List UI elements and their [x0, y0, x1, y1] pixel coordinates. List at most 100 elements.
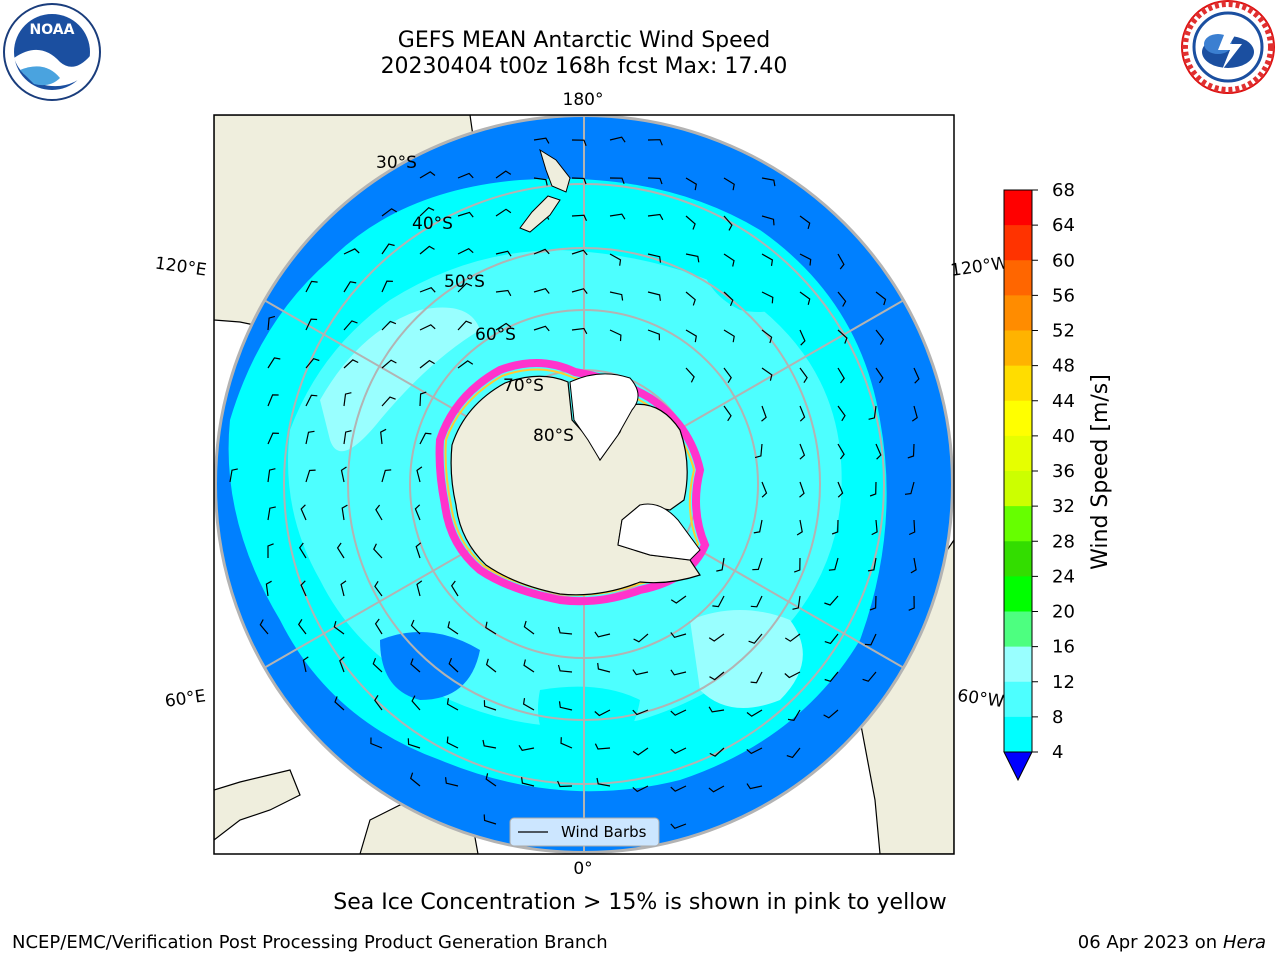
colorbar-segment [1004, 365, 1032, 402]
wind-barb [381, 208, 398, 217]
wind-barb [799, 329, 806, 346]
wind-barb [685, 329, 697, 343]
sea-ice-inner [444, 368, 700, 596]
wind-barb [716, 557, 725, 572]
wind-barb [632, 709, 649, 716]
wind-barb [609, 177, 625, 185]
wind-barb [723, 405, 732, 422]
wind-barb [446, 698, 459, 711]
wind-barb [448, 657, 459, 673]
wind-barb [334, 696, 345, 711]
wind-barb [297, 618, 307, 635]
lat-label-80s: 80°S [533, 426, 574, 446]
wind-barb [457, 172, 474, 179]
wind-barb [761, 177, 776, 187]
colorbar-tick-label: 12 [1052, 672, 1075, 693]
plot-title: GEFS MEAN Antarctic Wind Speed [397, 28, 771, 53]
colorbar-tick-label: 36 [1052, 461, 1075, 482]
wind-barb [723, 177, 735, 191]
wind-barb [597, 662, 611, 673]
wind-barb [410, 619, 421, 635]
wind-barb [784, 671, 801, 679]
wind-barb [670, 785, 687, 792]
lat-label-70s: 70°S [503, 376, 544, 396]
wind-barb [419, 286, 436, 293]
wind-barb [761, 481, 768, 498]
footer-credit: NCEP/EMC/Verification Post Processing Pr… [12, 932, 608, 953]
wind-barb [571, 214, 588, 222]
colorbar-extend [1003, 751, 1033, 782]
wind-barb [343, 359, 359, 369]
colorbar-tick-label: 60 [1052, 250, 1075, 271]
wind-barb [685, 215, 696, 230]
wind-barb [447, 621, 459, 635]
wind-barb [837, 367, 845, 384]
wind-barb [913, 367, 920, 384]
wind-barb [750, 595, 763, 608]
wind-barb [419, 359, 435, 369]
wind-barb [685, 177, 697, 191]
wind-barb [410, 658, 421, 673]
lat-label-40s: 40°S [412, 214, 453, 234]
colorbar-tick-label: 44 [1052, 391, 1075, 412]
colorbar-tick-label: 28 [1052, 531, 1075, 552]
colorbar-segment [1004, 330, 1032, 367]
wind-barb [457, 282, 473, 293]
wind-barb [495, 289, 512, 297]
lon-label-60e: 60°E [164, 686, 207, 711]
wind-barb [340, 466, 347, 483]
wind-barb [381, 396, 396, 407]
sea-ice-edge [435, 358, 710, 606]
wind-barb [911, 405, 918, 422]
colorbar-label: Wind Speed [m/s] [1088, 374, 1113, 570]
wind-barb [723, 329, 735, 343]
wind-barb [485, 621, 497, 635]
wind-barb [533, 137, 550, 144]
footer-date-text: 06 Apr 2023 on [1077, 932, 1223, 953]
wind-barb [336, 542, 345, 559]
wind-barb [670, 823, 687, 830]
wind-barb [837, 405, 846, 422]
wind-barb [868, 405, 877, 420]
wind-barb [267, 543, 274, 558]
wind-barb [792, 595, 801, 610]
wind-barb [594, 709, 611, 717]
wind-barb [485, 658, 497, 673]
wind-barb [571, 249, 588, 256]
wind-barb [746, 783, 763, 790]
wind-barb [908, 519, 916, 536]
wind-barb [305, 394, 318, 407]
colorbar-tick-label: 20 [1052, 602, 1075, 623]
wind-barb [305, 469, 316, 483]
wind-barb [523, 659, 535, 673]
colorbar-tick-label: 4 [1052, 742, 1063, 763]
wind-barb [414, 504, 421, 521]
wind-barb [533, 325, 550, 332]
wind-barb [558, 701, 573, 711]
wind-barb [339, 656, 345, 673]
colorbar-segment [1004, 260, 1032, 296]
wind-barb [343, 281, 357, 293]
wind-barb [799, 215, 811, 230]
wind-barb [518, 744, 535, 751]
wind-barb [708, 633, 725, 642]
wind-barb [761, 291, 774, 304]
wind-barb [753, 519, 763, 534]
wind-barb [483, 814, 497, 825]
colorbar-segment [1004, 506, 1032, 542]
lon-label-120e: 120°E [154, 254, 208, 281]
wind-barb [305, 318, 318, 331]
wind-barb [761, 329, 773, 344]
legend: Wind Barbs [509, 817, 660, 847]
wind-barb [522, 698, 535, 711]
wind-barb [708, 706, 725, 713]
wind-barb [685, 367, 695, 383]
wind-barb [557, 780, 573, 788]
wind-barb [799, 253, 812, 266]
lon-label-0: 0° [573, 859, 592, 879]
wind-barb [560, 737, 573, 749]
wind-barb [419, 432, 432, 445]
legend-label: Wind Barbs [561, 823, 647, 841]
wind-barb [416, 466, 423, 483]
